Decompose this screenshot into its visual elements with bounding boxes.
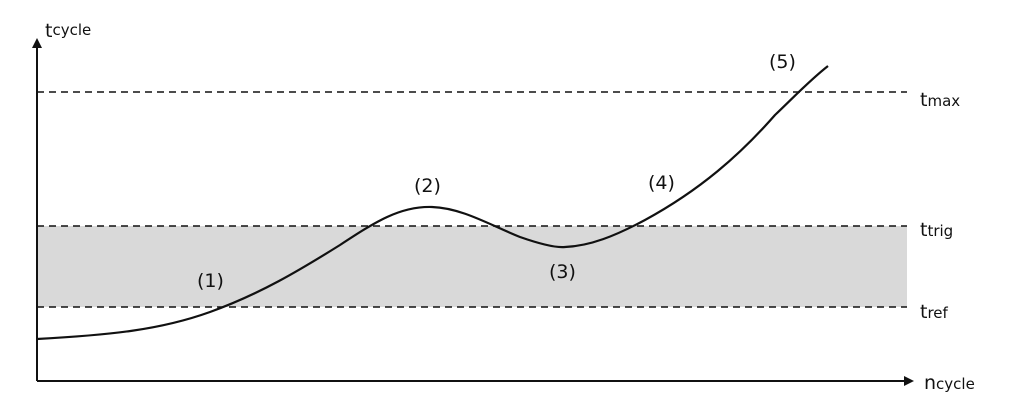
marker-3: (3)	[549, 261, 576, 283]
y-axis-label-sub: cycle	[52, 21, 91, 39]
cycle-time-curve	[36, 65, 829, 341]
svg-text:tref: tref	[920, 301, 949, 323]
marker-4: (4)	[648, 172, 675, 194]
threshold-trig-main: t	[920, 219, 927, 241]
threshold-ref-sub: ref	[927, 304, 948, 322]
marker-5: (5)	[769, 51, 796, 73]
threshold-label-trig: ttrig	[920, 219, 953, 241]
svg-text:ttrig: ttrig	[920, 219, 953, 241]
x-axis-label-sub: cycle	[936, 375, 975, 393]
threshold-label-max: tmax	[920, 89, 960, 111]
threshold-trig-sub: trig	[927, 222, 953, 240]
svg-text:tmax: tmax	[920, 89, 960, 111]
x-axis-label: ncycle	[924, 372, 975, 394]
y-axis-label: tcycle	[45, 20, 91, 42]
marker-1: (1)	[197, 270, 224, 292]
threshold-label-ref: tref	[920, 301, 949, 323]
threshold-max-sub: max	[927, 92, 960, 110]
threshold-ref-main: t	[920, 301, 927, 323]
marker-2: (2)	[414, 175, 441, 197]
tolerance-band	[37, 226, 907, 307]
y-axis-label-main: t	[45, 20, 52, 42]
threshold-max-main: t	[920, 89, 927, 111]
svg-text:ncycle: ncycle	[924, 372, 975, 394]
svg-text:tcycle: tcycle	[45, 20, 91, 42]
x-axis-label-main: n	[924, 372, 936, 394]
